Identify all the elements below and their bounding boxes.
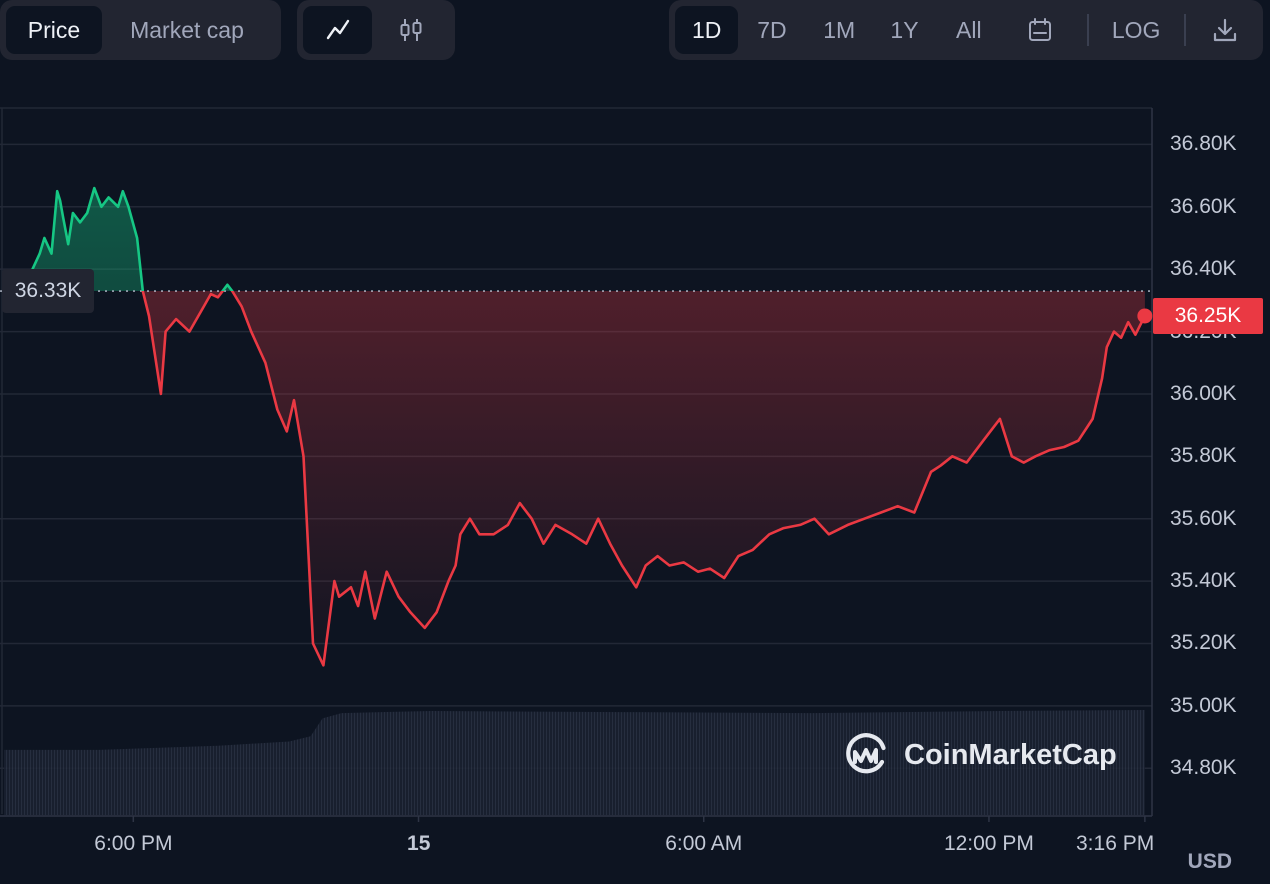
price-area-below-open [4, 291, 1145, 666]
y-tick-label: 35.00K [1170, 693, 1237, 717]
log-scale-button[interactable]: LOG [1111, 16, 1161, 43]
candlestick-icon [400, 19, 422, 41]
range-7d-button[interactable]: 7D [757, 16, 787, 43]
y-tick-label: 35.40K [1170, 569, 1237, 593]
range-1y-button[interactable]: 1Y [890, 16, 919, 43]
tab-market-cap[interactable]: Market cap [130, 16, 244, 43]
current-price-dot [1137, 308, 1153, 324]
x-tick-label: 6:00 AM [665, 832, 743, 855]
coinmarketcap-watermark: CoinMarketCap [842, 731, 1117, 779]
range-all-button[interactable]: All [956, 16, 982, 43]
x-tick-label: 15 [407, 832, 431, 855]
x-tick-label: 3:16 PM [1076, 832, 1155, 855]
x-tick-label: 6:00 PM [94, 832, 173, 855]
currency-label: USD [1187, 850, 1232, 873]
y-tick-label: 34.80K [1170, 756, 1237, 780]
price-area-above-open [4, 188, 1145, 292]
y-tick-label: 36.80K [1170, 132, 1237, 156]
price-line-above-open [19, 186, 234, 292]
coinmarketcap-logo-icon [846, 733, 886, 774]
current-price-label: 36.25K [1153, 297, 1263, 334]
y-tick-label: 36.40K [1170, 257, 1237, 281]
download-button[interactable] [1194, 6, 1257, 54]
line-chart-icon [326, 19, 349, 40]
y-tick-label: 35.80K [1170, 444, 1237, 468]
y-tick-label: 36.60K [1170, 194, 1237, 218]
calendar-button[interactable] [1001, 6, 1078, 54]
price-line-below-open [3, 291, 1147, 667]
chart-type-tabs [297, 0, 455, 60]
metric-tabs: Price Market cap [0, 0, 281, 60]
download-icon [1214, 18, 1237, 42]
range-1m-button[interactable]: 1M [823, 16, 856, 43]
candlestick-button[interactable] [372, 6, 449, 54]
toolbar-divider [1183, 14, 1186, 46]
x-tick-label: 12:00 PM [943, 832, 1034, 855]
calendar-icon [1029, 18, 1052, 41]
watermark-text: CoinMarketCap [904, 738, 1117, 771]
line-chart-button[interactable] [303, 6, 373, 54]
y-tick-label: 35.60K [1170, 506, 1237, 530]
x-tick-marks [132, 816, 1146, 822]
range-toolbar: 1D 7D 1M 1Y All LOG [669, 0, 1263, 60]
y-tick-label: 36.00K [1170, 381, 1237, 405]
range-1d-button[interactable]: 1D [675, 6, 739, 54]
toolbar-divider [1086, 14, 1089, 46]
y-tick-label: 35.20K [1170, 631, 1237, 655]
open-price-label: 36.33K [2, 269, 94, 314]
tab-price[interactable]: Price [6, 6, 102, 54]
